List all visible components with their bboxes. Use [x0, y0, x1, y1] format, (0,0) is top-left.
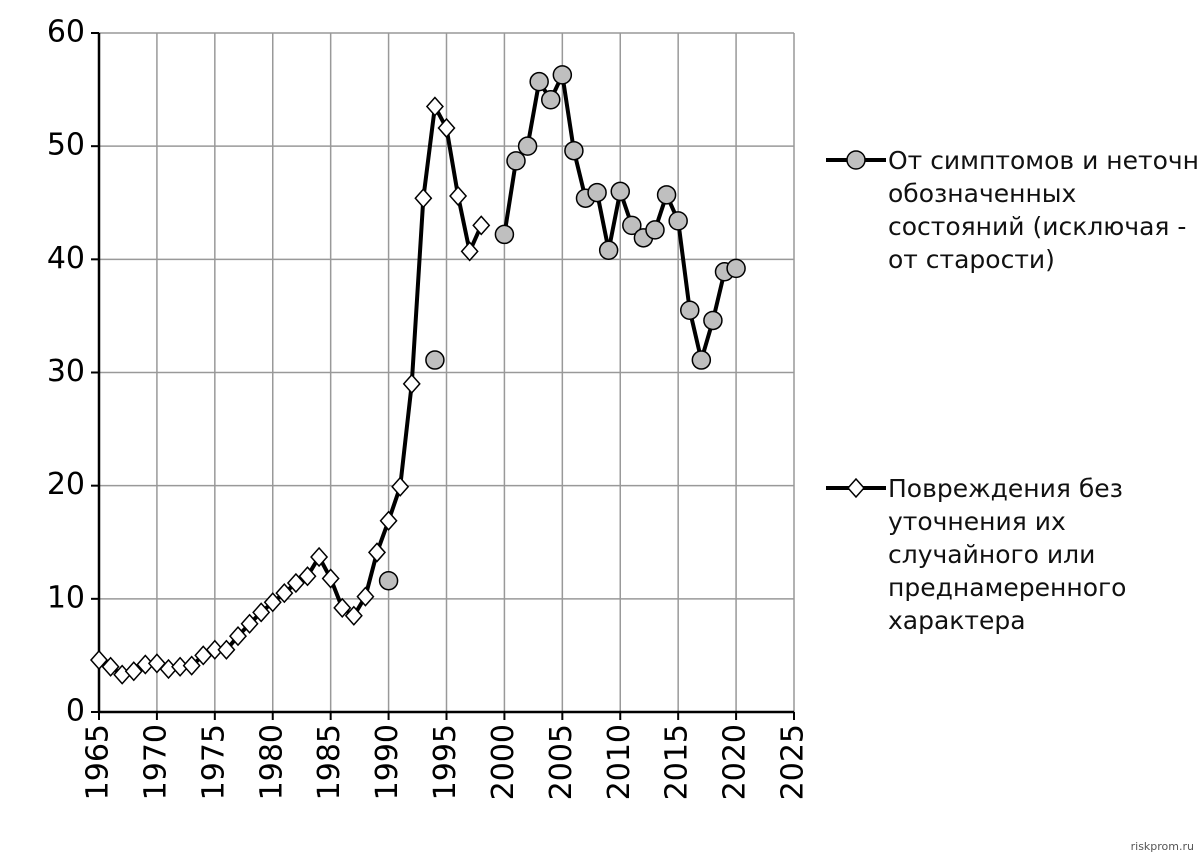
data-point: [240, 613, 259, 634]
data-point: [333, 597, 352, 619]
data-point: [680, 300, 700, 321]
data-point: [402, 373, 421, 394]
data-point: [552, 65, 573, 85]
x-tick-label: 2025: [776, 724, 811, 800]
y-tick-label: 30: [47, 354, 85, 389]
data-point: [425, 96, 444, 117]
x-tick-label: 1980: [254, 724, 289, 800]
x-tick-label: 2015: [660, 724, 695, 800]
data-point: [286, 572, 305, 594]
data-point: [449, 185, 468, 207]
y-tick-label: 10: [47, 580, 85, 615]
y-tick-label: 20: [47, 467, 85, 502]
data-point: [541, 90, 561, 110]
x-tick-label: 1990: [370, 724, 405, 800]
legend-label: Повреждения без уточнения их случайного …: [888, 474, 1127, 635]
data-point: [89, 649, 109, 671]
data-point: [598, 240, 619, 261]
data-point: [425, 350, 445, 370]
data-point: [391, 476, 410, 497]
data-point: [263, 592, 282, 613]
data-point: [656, 185, 677, 205]
data-point: [344, 605, 363, 626]
data-point: [101, 656, 120, 677]
data-point: [703, 310, 723, 331]
data-point: [124, 661, 143, 682]
x-tick-label: 2000: [486, 724, 521, 800]
data-point: [367, 542, 387, 563]
data-point: [379, 510, 398, 531]
x-tick-label: 1970: [138, 724, 173, 800]
data-point: [378, 570, 399, 591]
x-tick-label: 2005: [544, 724, 579, 800]
data-point: [645, 220, 665, 240]
x-tick-label: 1965: [81, 724, 116, 800]
data-point: [726, 258, 746, 279]
y-tick-label: 60: [47, 15, 85, 50]
data-point: [610, 181, 630, 202]
x-tick-label: 1995: [428, 724, 463, 800]
data-point: [228, 626, 248, 647]
x-tick-label: 2020: [718, 724, 753, 800]
data-point: [414, 188, 433, 209]
data-point: [587, 182, 607, 203]
data-point: [298, 566, 317, 587]
data-point: [564, 140, 584, 161]
data-point: [275, 583, 294, 604]
data-point: [356, 586, 375, 607]
data-point: [517, 136, 538, 156]
data-point: [252, 602, 271, 623]
data-point: [147, 653, 166, 674]
y-tick-label: 0: [66, 694, 85, 729]
data-point: [217, 639, 236, 660]
data-point: [691, 350, 712, 370]
data-point: [460, 241, 479, 262]
data-point: [668, 211, 688, 231]
y-tick-label: 50: [47, 128, 85, 163]
data-point: [182, 655, 201, 676]
data-point: [437, 117, 456, 139]
x-tick-label: 2010: [602, 724, 637, 800]
x-tick-label: 1985: [312, 724, 347, 800]
watermark: riskprom.ru: [1130, 840, 1194, 853]
data-point: [622, 215, 642, 236]
y-tick-label: 40: [47, 241, 85, 276]
legend-marker: [846, 477, 866, 499]
x-tick-label: 1975: [196, 724, 231, 800]
legend-label: От симптомов и неточно обозначенных сост…: [888, 146, 1200, 274]
data-point: [494, 224, 515, 245]
data-point: [529, 71, 549, 92]
data-point: [310, 546, 329, 568]
data-point: [472, 215, 491, 236]
data-point: [321, 568, 340, 589]
legend-marker: [846, 150, 866, 170]
data-point: [506, 151, 526, 171]
